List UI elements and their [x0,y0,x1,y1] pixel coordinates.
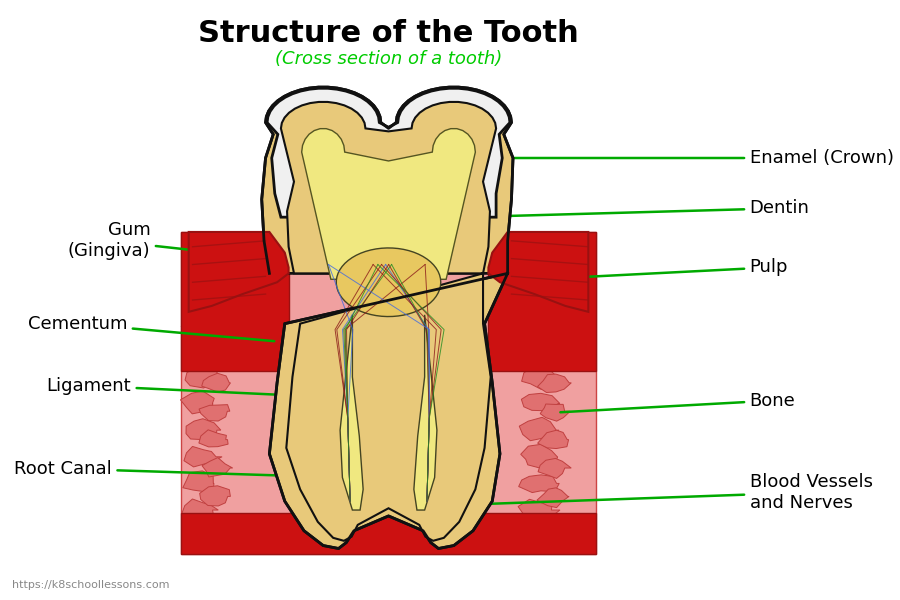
Polygon shape [414,315,436,510]
Polygon shape [518,499,560,520]
Polygon shape [518,475,559,493]
Polygon shape [540,404,571,421]
Polygon shape [542,288,569,306]
Text: Root Canal: Root Canal [14,460,341,478]
Text: Pulp: Pulp [483,259,788,282]
Polygon shape [199,346,229,364]
Polygon shape [537,319,570,335]
Polygon shape [184,260,219,282]
Text: Ligament: Ligament [47,377,274,395]
Polygon shape [537,430,569,449]
Polygon shape [521,394,560,411]
Polygon shape [337,248,441,317]
Text: Cementum: Cementum [28,314,274,341]
Text: Gum
(Gingiva): Gum (Gingiva) [68,221,266,260]
Polygon shape [262,87,513,548]
Polygon shape [537,488,569,508]
Text: Blood Vessels
and Nerves: Blood Vessels and Nerves [483,473,873,512]
Polygon shape [181,232,289,371]
Polygon shape [181,391,214,414]
Polygon shape [200,486,230,506]
Polygon shape [189,232,289,312]
Polygon shape [521,445,558,469]
Polygon shape [521,342,555,360]
Polygon shape [182,499,219,518]
Polygon shape [202,458,233,477]
Polygon shape [181,232,596,554]
Polygon shape [267,88,510,217]
Polygon shape [187,525,220,547]
Polygon shape [537,374,572,392]
Text: Structure of the Tooth: Structure of the Tooth [198,19,579,48]
Polygon shape [538,458,572,478]
Polygon shape [184,446,222,467]
Polygon shape [181,513,596,554]
Polygon shape [202,260,232,280]
Polygon shape [522,368,557,389]
Polygon shape [489,232,589,312]
Polygon shape [540,260,572,279]
Text: Dentin: Dentin [468,199,810,217]
Polygon shape [523,313,557,332]
Polygon shape [199,430,228,447]
Polygon shape [302,128,475,279]
Polygon shape [519,418,559,441]
Polygon shape [537,516,571,534]
Polygon shape [199,514,233,535]
Polygon shape [526,235,555,253]
Polygon shape [183,471,214,491]
Polygon shape [185,369,220,388]
Text: (Cross section of a tooth): (Cross section of a tooth) [274,50,502,68]
Polygon shape [539,345,570,362]
Polygon shape [186,341,221,362]
Text: Bone: Bone [561,392,796,412]
Polygon shape [202,373,230,392]
Polygon shape [181,314,218,334]
Polygon shape [518,526,555,547]
Polygon shape [518,260,555,280]
Text: Enamel (Crown): Enamel (Crown) [483,149,894,167]
Polygon shape [199,404,230,421]
Polygon shape [186,419,220,440]
Polygon shape [489,232,596,371]
Polygon shape [521,287,553,306]
Polygon shape [200,317,232,335]
Polygon shape [200,287,229,305]
Polygon shape [281,102,496,541]
Polygon shape [186,233,219,251]
Text: https://k8schoollessons.com: https://k8schoollessons.com [12,580,169,590]
Polygon shape [183,285,215,310]
Polygon shape [340,315,364,510]
